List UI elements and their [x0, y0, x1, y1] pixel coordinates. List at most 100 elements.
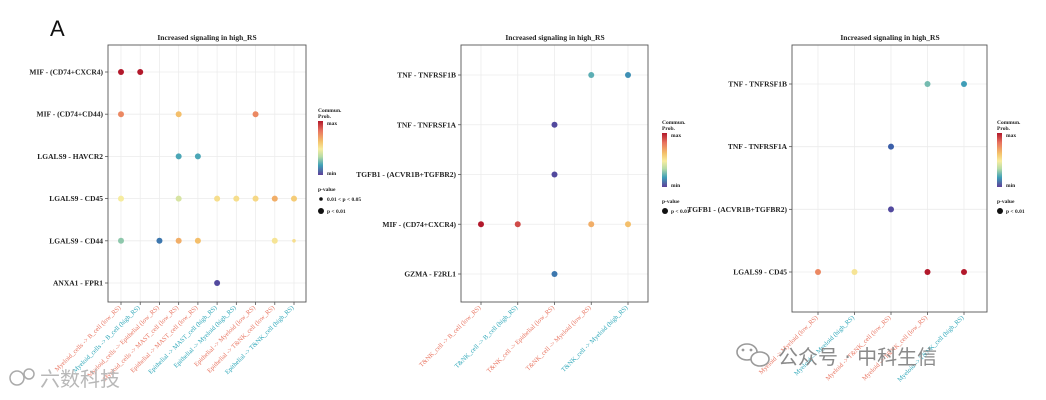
legend: Commun.Prob.max min p-value p < 0.01: [997, 120, 1025, 215]
data-point: [118, 195, 124, 202]
colorbar: [997, 133, 1002, 187]
data-point: [588, 72, 595, 78]
chart-title: Increased signaling in high_RS: [840, 33, 939, 42]
data-point: [194, 237, 201, 244]
data-point: [175, 195, 182, 202]
legend-title-line1: Commun.: [997, 120, 1021, 126]
legend-title-line2: Prob.: [318, 114, 332, 120]
colorbar-max-label: max: [327, 121, 337, 127]
pvalue-strong-label: p < 0.01: [1006, 209, 1025, 215]
y-tick-label: TNF - TNFRSF1B: [728, 80, 787, 89]
chart-panel-2: Increased signaling in high_RS TNF - TNFR…: [356, 33, 690, 375]
data-point: [214, 280, 221, 286]
plot-frame: [107, 44, 307, 303]
data-point: [175, 237, 182, 244]
legend-title-line2: Prob.: [662, 126, 676, 132]
data-point: [118, 69, 124, 75]
data-point: [175, 111, 182, 118]
data-point: [137, 69, 144, 75]
pvalue-title: p-value: [662, 199, 680, 205]
chart-panel-3: Increased signaling in high_RS TNF - TNFR…: [687, 33, 1025, 384]
colorbar-max-label: max: [671, 133, 681, 139]
x-tick-label: T&NK_cell -> Epithelial (low_RS): [486, 304, 556, 374]
y-tick-label: TGFB1 - (ACVR1B+TGFBR2): [687, 205, 787, 214]
colorbar-min-label: min: [671, 183, 680, 189]
data-point: [888, 206, 894, 213]
data-point: [118, 237, 124, 244]
data-point: [156, 237, 163, 244]
data-point: [271, 195, 278, 202]
chart-panel-1: Increased signaling in high_RS MIF - (CD7…: [29, 33, 361, 383]
data-point: [888, 143, 894, 150]
y-tick-label: MIF - (CD74+CD44): [37, 110, 104, 119]
data-point: [271, 237, 278, 244]
data-point: [252, 195, 259, 202]
legend-title-line1: Commun.: [318, 108, 342, 114]
data-point: [551, 271, 558, 277]
data-point: [551, 121, 558, 128]
y-tick-label: ANXA1 - FPR1: [53, 279, 103, 288]
data-point: [214, 195, 221, 202]
data-point: [551, 171, 558, 178]
y-tick-label: GZMA - F2RL1: [404, 270, 456, 279]
colorbar-max-label: max: [1006, 133, 1016, 139]
watermarks-layer: 六数科技 公众号 · 中科生信: [9, 343, 937, 391]
y-tick-label: LGALS9 - CD45: [733, 268, 787, 277]
y-tick-label: LGALS9 - CD44: [49, 236, 103, 245]
pvalue-mid-marker: [319, 197, 323, 201]
data-point: [961, 269, 967, 275]
data-point: [851, 269, 858, 275]
data-point: [514, 221, 521, 228]
data-point: [588, 221, 595, 228]
colorbar: [318, 121, 323, 175]
y-tick-label: MIF - (CD74+CXCR4): [29, 68, 103, 77]
data-point: [233, 195, 240, 202]
wechat-icon: [736, 343, 770, 367]
data-point: [815, 269, 821, 275]
legend: Commun.Prob.max min p-value 0.01 < p < 0.05…: [318, 108, 361, 215]
y-tick-label: TGFB1 - (ACVR1B+TGFBR2): [356, 170, 456, 179]
pvalue-strong-marker: [997, 208, 1003, 214]
data-point: [961, 81, 967, 87]
pvalue-strong-marker: [318, 208, 324, 214]
chart-title: Increased signaling in high_RS: [157, 33, 256, 42]
pvalue-title: p-value: [997, 199, 1015, 205]
y-tick-label: LGALS9 - HAVCR2: [37, 152, 103, 161]
x-tick-label: T&NK_cell -> Myeloid (low_RS): [525, 304, 593, 372]
data-point: [478, 221, 484, 228]
pvalue-strong-label: p < 0.01: [327, 209, 346, 215]
x-tick-label: T&NK_cell -> B_cell (low_RS): [418, 304, 482, 368]
data-point: [118, 111, 124, 118]
y-tick-label: TNF - TNFRSF1A: [397, 120, 457, 129]
legend-title-line2: Prob.: [997, 126, 1011, 132]
colorbar-min-label: min: [327, 171, 336, 177]
x-tick-label: T&NK_cell -> B_cell (high_RS): [454, 304, 520, 370]
colorbar-min-label: min: [1006, 183, 1015, 189]
pvalue-title: p-value: [318, 187, 336, 193]
data-point: [625, 221, 631, 228]
data-point: [175, 153, 182, 160]
data-point: [252, 111, 259, 118]
y-tick-label: LGALS9 - CD45: [49, 194, 103, 203]
pvalue-mid-label: 0.01 < p < 0.05: [327, 197, 361, 203]
pvalue-strong-marker: [662, 208, 668, 214]
y-tick-label: MIF - (CD74+CXCR4): [382, 220, 456, 229]
y-tick-label: TNF - TNFRSF1B: [397, 71, 456, 80]
pvalue-strong-label: p < 0.01: [671, 209, 690, 215]
legend: Commun.Prob.max min p-value p < 0.01: [662, 120, 690, 215]
watermark-right: 公众号 · 中科生信: [778, 345, 937, 369]
y-tick-label: TNF - TNFRSF1A: [728, 142, 788, 151]
panel-letter: A: [50, 16, 65, 41]
colorbar: [662, 133, 667, 187]
data-point: [292, 239, 296, 243]
legend-title-line1: Commun.: [662, 120, 686, 126]
plot-frame: [791, 44, 988, 313]
data-point: [924, 81, 931, 87]
charts-layer: Increased signaling in high_RS MIF - (CD7…: [29, 33, 1024, 384]
chart-title: Increased signaling in high_RS: [505, 33, 604, 42]
watermark-left-icon: [9, 368, 35, 386]
data-point: [924, 269, 931, 275]
x-tick-label: T&NK_cell -> Myeloid (high_RS): [560, 304, 629, 373]
